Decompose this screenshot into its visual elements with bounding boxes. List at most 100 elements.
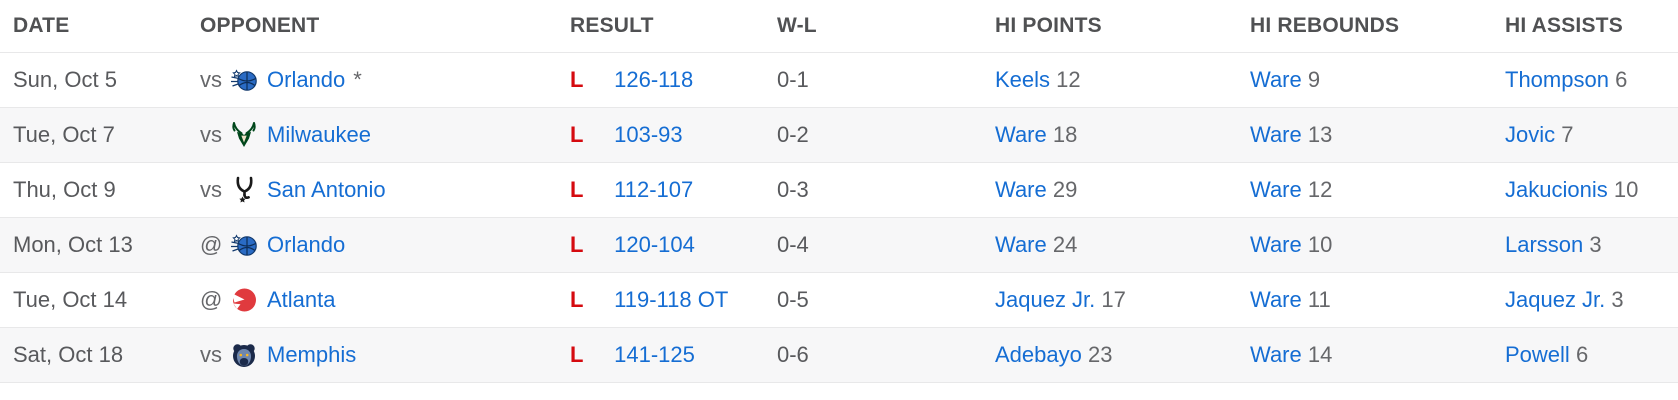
hi-assists-player-link[interactable]: Jovic — [1505, 122, 1556, 147]
magic-logo-icon[interactable] — [230, 66, 258, 94]
hi-points-value: 23 — [1087, 342, 1113, 367]
home-away-label: vs — [200, 177, 222, 202]
hi-points-cell: Ware 24 — [982, 217, 1237, 273]
hi-assists-player-link[interactable]: Jaquez Jr. — [1505, 287, 1606, 312]
record-cell: 0-1 — [764, 52, 982, 108]
hi-points-value: 18 — [1052, 122, 1078, 147]
hi-assists-value: 3 — [1589, 232, 1602, 257]
opponent-link[interactable]: Atlanta — [267, 287, 336, 312]
hi-rebounds-player-link[interactable]: Ware — [1250, 122, 1302, 147]
score-link[interactable]: 112-107 — [614, 177, 694, 202]
hi-points-cell: Ware 18 — [982, 107, 1237, 163]
date-cell: Mon, Oct 13 — [0, 217, 187, 273]
spurs-logo-icon[interactable] — [230, 176, 258, 204]
home-away-label: vs — [200, 342, 222, 367]
hi-points-cell: Keels 12 — [982, 52, 1237, 108]
hi-rebounds-cell: Ware 10 — [1237, 217, 1492, 273]
hi-rebounds-player-link[interactable]: Ware — [1250, 232, 1302, 257]
hi-assists-value: 7 — [1561, 122, 1574, 147]
col-header-hi-assists: HI ASSISTS — [1492, 0, 1678, 53]
loss-indicator: L — [570, 122, 584, 147]
hi-points-player-link[interactable]: Ware — [995, 232, 1047, 257]
result-cell: L 120-104 — [557, 217, 764, 273]
opponent-link[interactable]: Orlando — [267, 67, 346, 92]
score-link[interactable]: 119-118 OT — [614, 287, 729, 312]
score-link[interactable]: 141-125 — [614, 342, 695, 367]
result-cell: L 119-118 OT — [557, 272, 764, 328]
hi-rebounds-player-link[interactable]: Ware — [1250, 287, 1302, 312]
date-cell: Sun, Oct 5 — [0, 52, 187, 108]
score-link[interactable]: 120-104 — [614, 232, 695, 257]
hi-points-player-link[interactable]: Keels — [995, 67, 1051, 92]
score-link[interactable]: 103-93 — [614, 122, 683, 147]
result-cell: L 112-107 — [557, 162, 764, 218]
loss-indicator: L — [570, 67, 584, 92]
hawks-logo-icon[interactable] — [230, 286, 258, 314]
hi-assists-value: 6 — [1615, 67, 1628, 92]
opponent-link[interactable]: San Antonio — [267, 177, 386, 202]
hi-assists-value: 6 — [1575, 342, 1589, 367]
hi-rebounds-cell: Ware 12 — [1237, 162, 1492, 218]
opponent-cell: vs Milwaukee — [187, 107, 557, 163]
opponent-cell: vs Memphis — [187, 327, 557, 383]
hi-rebounds-value: 11 — [1307, 287, 1331, 312]
hi-rebounds-cell: Ware 14 — [1237, 327, 1492, 383]
record-cell: 0-4 — [764, 217, 982, 273]
hi-points-value: 29 — [1052, 177, 1078, 202]
opponent-cell: @ Atlanta — [187, 272, 557, 328]
date-cell: Tue, Oct 7 — [0, 107, 187, 163]
opponent-link[interactable]: Orlando — [267, 232, 346, 257]
game-row: Tue, Oct 14 @ Atlanta L 119-118 OT 0-5 J… — [0, 272, 1678, 328]
game-row: Thu, Oct 9 vs San Antonio L 112-107 0-3 … — [0, 162, 1678, 218]
hi-assists-cell: Jaquez Jr. 3 — [1492, 272, 1678, 328]
record-cell: 0-5 — [764, 272, 982, 328]
hi-assists-cell: Jovic 7 — [1492, 107, 1678, 163]
hi-points-value: 17 — [1101, 287, 1126, 312]
opponent-cell: vs San Antonio — [187, 162, 557, 218]
hi-rebounds-value: 13 — [1307, 122, 1333, 147]
home-away-label: @ — [200, 287, 223, 312]
loss-indicator: L — [570, 177, 584, 202]
hi-assists-value: 3 — [1611, 287, 1624, 312]
hi-rebounds-player-link[interactable]: Ware — [1250, 342, 1302, 367]
hi-assists-player-link[interactable]: Powell — [1505, 342, 1570, 367]
result-cell: L 103-93 — [557, 107, 764, 163]
record-cell: 0-6 — [764, 327, 982, 383]
hi-assists-player-link[interactable]: Thompson — [1505, 67, 1609, 92]
hi-points-player-link[interactable]: Ware — [995, 122, 1047, 147]
hi-assists-cell: Jakucionis 10 — [1492, 162, 1678, 218]
hi-rebounds-value: 10 — [1307, 232, 1333, 257]
hi-assists-player-link[interactable]: Larsson — [1505, 232, 1584, 257]
hi-points-player-link[interactable]: Jaquez Jr. — [995, 287, 1096, 312]
record-cell: 0-2 — [764, 107, 982, 163]
loss-indicator: L — [570, 342, 584, 367]
hi-points-cell: Adebayo 23 — [982, 327, 1237, 383]
hi-points-player-link[interactable]: Ware — [995, 177, 1047, 202]
hi-assists-value: 10 — [1613, 177, 1639, 202]
hi-assists-player-link[interactable]: Jakucionis — [1505, 177, 1608, 202]
score-link[interactable]: 126-118 — [614, 67, 694, 92]
hi-rebounds-cell: Ware 9 — [1237, 52, 1492, 108]
hi-rebounds-player-link[interactable]: Ware — [1250, 67, 1302, 92]
hi-rebounds-value: 9 — [1307, 67, 1321, 92]
hi-points-cell: Ware 29 — [982, 162, 1237, 218]
game-row: Mon, Oct 13 @ Orlando L 120-104 0-4 Ware… — [0, 217, 1678, 273]
result-cell: L 141-125 — [557, 327, 764, 383]
opponent-link[interactable]: Memphis — [267, 342, 357, 367]
hi-rebounds-player-link[interactable]: Ware — [1250, 177, 1302, 202]
opponent-link[interactable]: Milwaukee — [267, 122, 371, 147]
opponent-cell: @ Orlando — [187, 217, 557, 273]
magic-logo-icon[interactable] — [230, 231, 258, 259]
hi-points-player-link[interactable]: Adebayo — [995, 342, 1082, 367]
col-header-hi-points: HI POINTS — [982, 0, 1237, 53]
game-note: * — [353, 67, 362, 92]
hi-assists-cell: Larsson 3 — [1492, 217, 1678, 273]
hi-rebounds-cell: Ware 13 — [1237, 107, 1492, 163]
header-row: DATE OPPONENT RESULT W-L HI POINTS HI RE… — [0, 0, 1678, 53]
bucks-logo-icon[interactable] — [230, 121, 258, 149]
grizzlies-logo-icon[interactable] — [230, 341, 258, 369]
game-row: Tue, Oct 7 vs Milwaukee L 103-93 0-2 War… — [0, 107, 1678, 163]
col-header-hi-rebounds: HI REBOUNDS — [1237, 0, 1492, 53]
game-row: Sun, Oct 5 vs Orlando * L 126-118 0-1 Ke… — [0, 52, 1678, 108]
